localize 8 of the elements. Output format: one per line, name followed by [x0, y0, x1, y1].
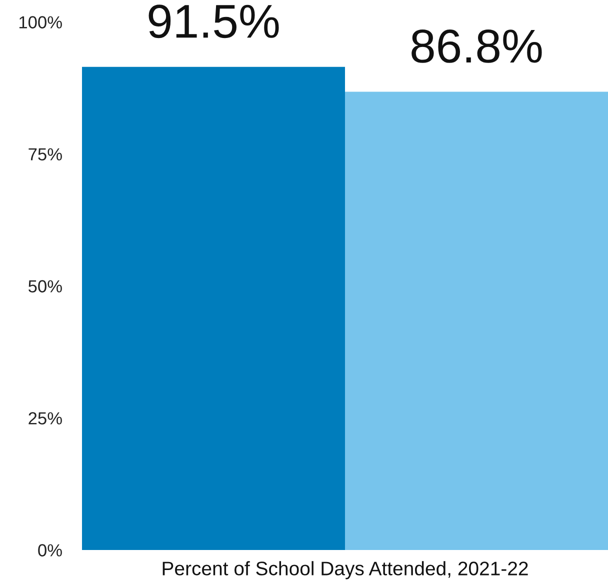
y-tick-label: 0%	[38, 544, 62, 556]
y-tick-label: 50%	[28, 280, 62, 292]
data-label: 86.8%	[412, 29, 542, 63]
data-label: 91.5%	[148, 4, 279, 38]
y-tick-label: 100%	[19, 16, 62, 28]
x-axis-title: Percent of School Days Attended, 2021-22	[162, 561, 528, 580]
y-tick-label: 75%	[28, 148, 62, 160]
y-tick-label: 25%	[28, 412, 62, 424]
